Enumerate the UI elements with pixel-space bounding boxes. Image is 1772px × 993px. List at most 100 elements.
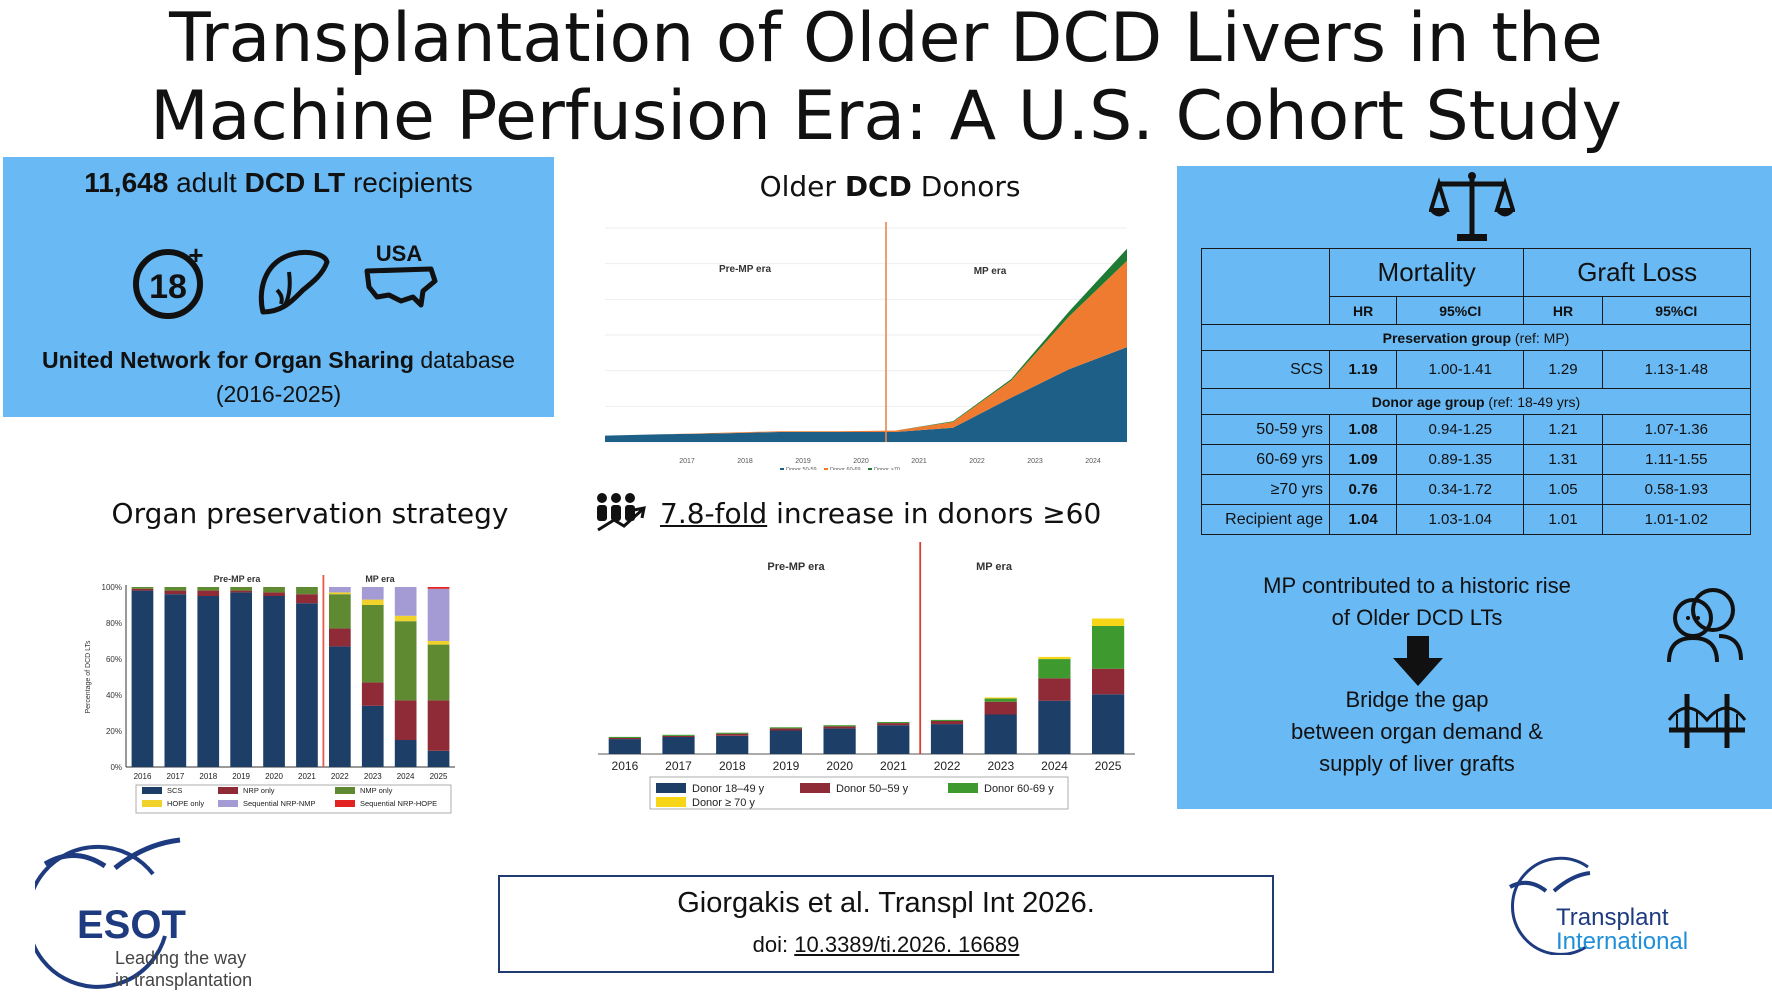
legend-label-1: NRP only bbox=[243, 786, 275, 795]
x-tick-label: 2023 bbox=[1027, 458, 1043, 465]
bar-2022-series-1 bbox=[329, 628, 351, 647]
legend-label-0: SCS bbox=[167, 786, 182, 795]
bar-2023-series-2 bbox=[984, 698, 1017, 702]
conclusion-text: MP contributed to a historic rise of Old… bbox=[1263, 573, 1571, 630]
doi-link[interactable]: 10.3389/ti.2026. 16689 bbox=[794, 932, 1020, 957]
bar-2022-series-2 bbox=[329, 594, 351, 629]
bar-2025-series-2 bbox=[1092, 626, 1125, 669]
legend-swatch-5 bbox=[335, 800, 355, 807]
legend-label-1: Donor 60-69 bbox=[830, 467, 861, 470]
x-tick-label: 2024 bbox=[1041, 759, 1068, 773]
hr-header-mortality: HR bbox=[1328, 296, 1398, 325]
database-years: (2016-2025) bbox=[215, 381, 342, 407]
legend-swatch-1 bbox=[800, 783, 830, 793]
bridge-icon bbox=[1667, 694, 1747, 748]
bar-2018-series-2 bbox=[716, 732, 749, 734]
fold-increase-value: 7.8-fold bbox=[660, 497, 768, 530]
y-tick-label: 100% bbox=[102, 583, 122, 592]
bar-2016-series-2 bbox=[131, 587, 154, 589]
y-tick-label: 60% bbox=[106, 655, 122, 664]
y-tick-label: 40% bbox=[106, 691, 122, 700]
bar-2017-series-0 bbox=[662, 736, 695, 754]
legend-box bbox=[135, 784, 452, 814]
legend-box bbox=[649, 776, 1069, 810]
pre-mp-era-label: Pre-MP era bbox=[214, 574, 262, 584]
bar-2019-series-2 bbox=[769, 727, 802, 729]
age-icon-text: 18 bbox=[149, 268, 187, 306]
usa-map-icon: USA bbox=[364, 241, 438, 308]
x-tick-label: 2025 bbox=[1095, 759, 1122, 773]
doi-label: doi: bbox=[752, 932, 789, 957]
x-tick-label: 2017 bbox=[167, 772, 185, 781]
legend-label-5: Sequential NRP-HOPE bbox=[360, 799, 437, 808]
mp-era-label: MP era bbox=[974, 266, 1007, 277]
donor-age-group-row: Donor age group (ref: 18-49 yrs) bbox=[1201, 388, 1751, 415]
area-series-1 bbox=[605, 260, 1127, 436]
cohort-count-pre: adult bbox=[176, 167, 237, 198]
bar-2023-series-3 bbox=[361, 599, 384, 605]
preservation-heading: Organ preservation strategy bbox=[111, 497, 509, 530]
bar-2025-series-1 bbox=[427, 700, 450, 751]
x-tick-label: 2019 bbox=[232, 772, 250, 781]
graft-loss-header: Graft Loss bbox=[1523, 248, 1751, 297]
bar-2025-series-1 bbox=[1092, 668, 1125, 695]
cohort-count: 11,648 adult DCD LT recipients bbox=[3, 167, 554, 199]
legend-label-0: Donor 50-59 bbox=[786, 467, 817, 470]
bar-2025-series-0 bbox=[1092, 694, 1125, 754]
citation-reference: Giorgakis et al. Transpl Int 2026. bbox=[677, 887, 1095, 919]
x-tick-label: 2017 bbox=[665, 759, 692, 773]
x-tick-label: 2020 bbox=[853, 458, 869, 465]
title-line-1: Transplantation of Older DCD Livers in t… bbox=[169, 0, 1603, 78]
bar-2025-series-5 bbox=[427, 587, 450, 589]
bar-2020-series-0 bbox=[263, 596, 285, 767]
x-tick-label: 2018 bbox=[199, 772, 217, 781]
legend-label-2: Donor 60-69 y bbox=[984, 783, 1054, 795]
bar-2019-series-1 bbox=[769, 728, 802, 731]
bar-2016-series-1 bbox=[608, 738, 641, 740]
database-text: United Network for Organ Sharing databas… bbox=[3, 343, 554, 411]
elderly-couple-icon bbox=[1667, 588, 1743, 663]
age-18-plus-icon: 18 + bbox=[133, 242, 204, 319]
svg-text:+: + bbox=[188, 242, 203, 270]
bar-2018-series-1 bbox=[197, 590, 220, 596]
mp-era-label: MP era bbox=[976, 561, 1013, 573]
people-growth-icon bbox=[597, 493, 646, 532]
table-row: Recipient age 1.04 1.03-1.04 1.01 1.01-1… bbox=[1201, 504, 1752, 535]
x-tick-label: 2019 bbox=[795, 458, 811, 465]
database-label: database bbox=[420, 347, 515, 373]
citation-box: Giorgakis et al. Transpl Int 2026. doi: … bbox=[498, 875, 1274, 973]
ti-logo-text-2: International bbox=[1556, 928, 1688, 955]
bar-2018-series-0 bbox=[716, 735, 749, 754]
legend-swatch-1 bbox=[218, 787, 238, 794]
legend-swatch-4 bbox=[218, 800, 238, 807]
bar-2024-series-0 bbox=[1038, 700, 1071, 754]
esot-tagline-1: Leading the way bbox=[115, 948, 246, 968]
legend-label-3: Donor ≥ 70 y bbox=[692, 797, 755, 809]
scales-icon bbox=[1429, 172, 1515, 241]
esot-tagline-2: in transplantation bbox=[115, 970, 252, 990]
y-tick-label: 80% bbox=[106, 619, 122, 628]
x-tick-label: 2020 bbox=[826, 759, 853, 773]
x-tick-label: 2016 bbox=[612, 759, 639, 773]
x-tick-label: 2021 bbox=[911, 458, 927, 465]
cohort-count-post: recipients bbox=[352, 167, 473, 198]
preservation-group-row: Preservation group (ref: MP) bbox=[1201, 324, 1751, 351]
ti-logo-text-1: Transplant bbox=[1556, 904, 1669, 931]
bar-2018-series-1 bbox=[716, 733, 749, 736]
bar-2023-series-3 bbox=[984, 697, 1017, 699]
bar-2024-series-0 bbox=[394, 740, 417, 767]
x-tick-label: 2016 bbox=[134, 772, 152, 781]
bar-2020-series-0 bbox=[823, 728, 856, 754]
x-tick-label: 2025 bbox=[430, 772, 448, 781]
transplant-international-logo: Transplant International bbox=[1509, 856, 1688, 955]
x-tick-label: 2022 bbox=[331, 772, 349, 781]
x-tick-label: 2017 bbox=[679, 458, 695, 465]
fold-increase-heading: 7.8-fold increase in donors ≥60 bbox=[660, 497, 1102, 530]
bar-2017-series-1 bbox=[164, 590, 187, 595]
x-tick-label: 2018 bbox=[719, 759, 746, 773]
x-tick-label: 2021 bbox=[298, 772, 316, 781]
bar-2017-series-2 bbox=[662, 734, 695, 736]
pre-mp-era-label: Pre-MP era bbox=[719, 264, 772, 275]
legend-swatch-0 bbox=[780, 468, 784, 470]
legend-swatch-2 bbox=[868, 468, 872, 470]
